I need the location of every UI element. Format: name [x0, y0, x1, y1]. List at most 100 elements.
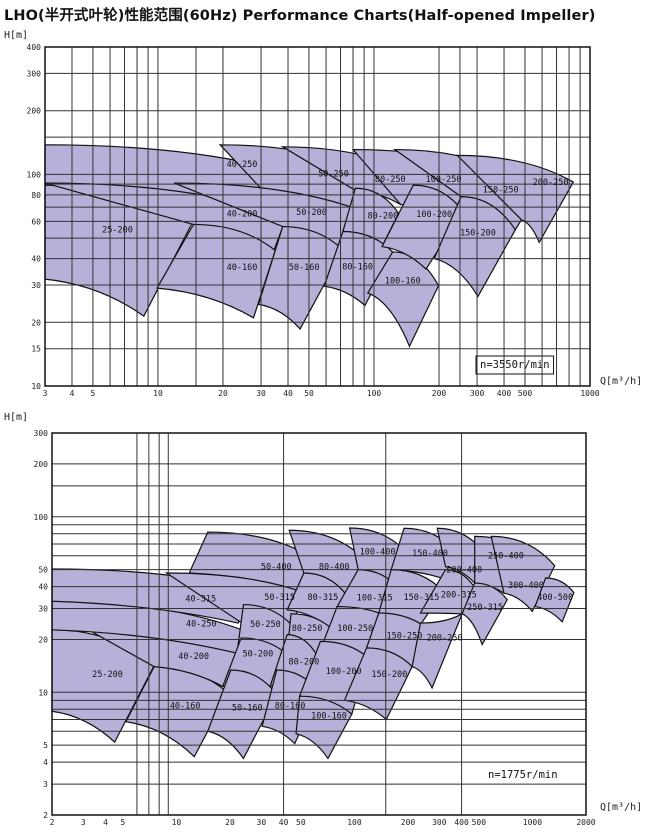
- region-label: 100-200: [416, 210, 452, 220]
- region-label: 100-400: [360, 548, 396, 558]
- region-label: 80-200: [289, 657, 320, 667]
- y-tick-label: 100: [27, 170, 42, 179]
- y-tick-label: 60: [31, 217, 41, 226]
- y-tick-label: 15: [31, 345, 41, 354]
- y-tick-label: 2: [43, 811, 48, 820]
- region-label: 300-400: [508, 581, 544, 591]
- region-label: 40-250: [186, 620, 217, 630]
- region-label: 80-200: [368, 211, 399, 221]
- y-tick-label: 100: [34, 513, 49, 522]
- speed-note-box: [484, 766, 562, 784]
- pump-region-200-250: [411, 612, 464, 690]
- region-label: 200-250: [533, 178, 569, 188]
- tick-labels: 2 3 4 5 10 20 30 40 50 100 200 300 400 500 1000 2000 2 3 4…: [34, 429, 596, 827]
- region-label: 100-250: [337, 624, 373, 634]
- x-tick-label: 400: [497, 389, 512, 398]
- y-tick-label: 4: [43, 758, 48, 767]
- y-tick-label: 3: [43, 780, 48, 789]
- region-label: 200-250: [427, 634, 463, 644]
- pump-region-100-200: [381, 184, 464, 270]
- x-tick-label: 100: [347, 818, 362, 827]
- region-label: 150-250: [387, 632, 423, 642]
- y-axis-label: H[m]: [4, 412, 28, 423]
- x-tick-label: 200: [432, 389, 447, 398]
- region-label: 50-200: [296, 208, 327, 218]
- y-tick-label: 20: [38, 635, 48, 644]
- pump-regions: [51, 527, 575, 760]
- x-axis-label: Q[m³/h]: [600, 802, 642, 813]
- region-label: 400-500: [537, 593, 573, 603]
- region-label: 80-250: [375, 175, 406, 185]
- x-tick-label: 300: [470, 389, 485, 398]
- x-tick-label: 100: [367, 389, 382, 398]
- x-tick-label: 1000: [580, 389, 599, 398]
- region-label: 40-200: [227, 209, 258, 219]
- x-tick-label: 40: [283, 389, 293, 398]
- region-label: 200-315: [441, 591, 477, 601]
- x-tick-label: 10: [153, 389, 163, 398]
- region-label: 100-200: [326, 667, 362, 677]
- region-label: 100-160: [311, 711, 347, 721]
- x-tick-label: 2000: [576, 818, 595, 827]
- x-tick-label: 5: [91, 389, 96, 398]
- region-label: 50-160: [232, 703, 263, 713]
- region-label: 150-400: [412, 549, 448, 559]
- region-label: 150-315: [404, 593, 440, 603]
- grid: [51, 432, 587, 816]
- y-tick-label: 40: [38, 583, 48, 592]
- plot-frame: [44, 46, 591, 387]
- chart-3550rpm: H[m] Q[m³/h] 25-200 40-250 40-200 40-160 50-…: [4, 30, 642, 398]
- pump-region-400-500: [534, 577, 575, 623]
- region-labels: 25-200 40-250 40-200 40-160 50-250 50-200 50-1…: [102, 160, 568, 287]
- y-tick-label: 10: [38, 688, 48, 697]
- pump-regions: [44, 144, 575, 348]
- region-label: 150-200: [371, 670, 407, 680]
- y-tick-label: 200: [34, 460, 49, 469]
- region-label: 80-315: [308, 593, 339, 603]
- y-tick-label: 20: [31, 318, 41, 327]
- region-label: 50-250: [318, 169, 349, 179]
- speed-note-box: [475, 355, 555, 375]
- x-tick-label: 4: [70, 389, 75, 398]
- x-tick-label: 40: [279, 818, 289, 827]
- region-label: 200-400: [446, 566, 482, 576]
- speed-note: n=3550r/min: [480, 359, 550, 371]
- x-tick-label: 30: [257, 818, 267, 827]
- region-label: 40-315: [185, 594, 216, 604]
- y-tick-label: 50: [38, 566, 48, 575]
- y-tick-label: 30: [38, 605, 48, 614]
- pump-region-200-250: [455, 154, 575, 244]
- region-label: 50-315: [264, 593, 295, 603]
- region-label: 80-400: [319, 563, 350, 573]
- region-label: 50-400: [261, 562, 292, 572]
- x-tick-label: 200: [401, 818, 416, 827]
- region-label: 50-200: [243, 650, 274, 660]
- region-label: 100-250: [426, 175, 462, 185]
- tick-labels: 3 4 5 10 20 30 40 50 100 200 300 400 500 1000 10 15 20 30…: [27, 43, 600, 398]
- region-label: 80-250: [292, 624, 323, 634]
- speed-note: n=1775r/min: [488, 769, 558, 781]
- x-tick-label: 400: [454, 818, 469, 827]
- region-label: 80-160: [342, 263, 373, 273]
- x-tick-label: 500: [518, 389, 533, 398]
- x-axis-label: Q[m³/h]: [600, 376, 642, 387]
- x-tick-label: 4: [103, 818, 108, 827]
- y-tick-label: 400: [27, 43, 42, 52]
- pump-region-40-160: [156, 223, 276, 319]
- x-tick-label: 20: [218, 389, 228, 398]
- x-tick-label: 20: [225, 818, 235, 827]
- x-tick-label: 5: [120, 818, 125, 827]
- y-tick-label: 80: [31, 191, 41, 200]
- region-label: 25-200: [92, 670, 123, 680]
- x-tick-label: 500: [472, 818, 487, 827]
- region-label: 80-160: [275, 702, 306, 712]
- region-label: 50-250: [250, 620, 281, 630]
- y-tick-label: 10: [31, 382, 41, 391]
- x-tick-label: 10: [172, 818, 182, 827]
- region-label: 40-200: [178, 652, 209, 662]
- y-tick-label: 200: [27, 107, 42, 116]
- x-tick-label: 300: [432, 818, 447, 827]
- y-tick-label: 300: [27, 69, 42, 78]
- y-tick-label: 40: [31, 255, 41, 264]
- pump-region-100-160: [295, 695, 353, 760]
